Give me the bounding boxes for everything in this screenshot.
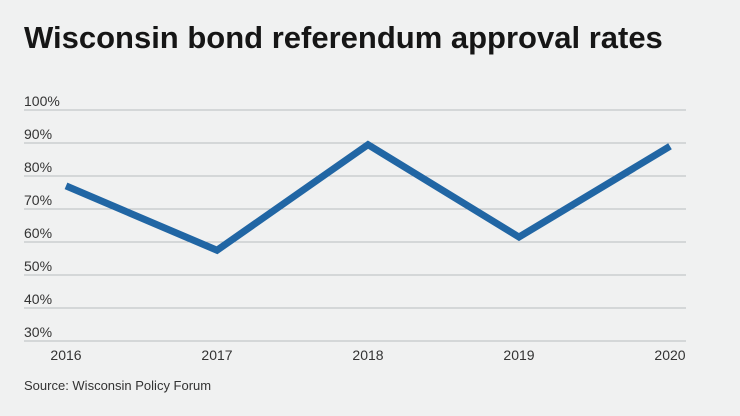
series-line <box>64 140 672 255</box>
y-tick-label: 50% <box>24 258 52 274</box>
x-tick-label: 2018 <box>352 347 383 363</box>
x-tick-label: 2017 <box>201 347 232 363</box>
x-tick-label: 2020 <box>654 347 685 363</box>
y-tick-label: 60% <box>24 225 52 241</box>
x-tick-label: 2016 <box>50 347 81 363</box>
y-tick-label: 70% <box>24 192 52 208</box>
x-axis-tick-labels: 2016 2017 2018 2019 2020 <box>50 347 685 363</box>
y-tick-label: 100% <box>24 93 60 109</box>
y-axis-tick-labels: 30% 40% 50% 60% 70% 80% 90% 100% <box>24 93 60 340</box>
chart-title: Wisconsin bond referendum approval rates <box>24 20 663 55</box>
y-tick-label: 30% <box>24 324 52 340</box>
y-tick-label: 80% <box>24 159 52 175</box>
y-tick-label: 40% <box>24 291 52 307</box>
series-lines <box>64 140 672 255</box>
y-tick-label: 90% <box>24 126 52 142</box>
gridlines <box>24 109 686 342</box>
x-tick-label: 2019 <box>503 347 534 363</box>
source-note: Source: Wisconsin Policy Forum <box>24 378 212 393</box>
